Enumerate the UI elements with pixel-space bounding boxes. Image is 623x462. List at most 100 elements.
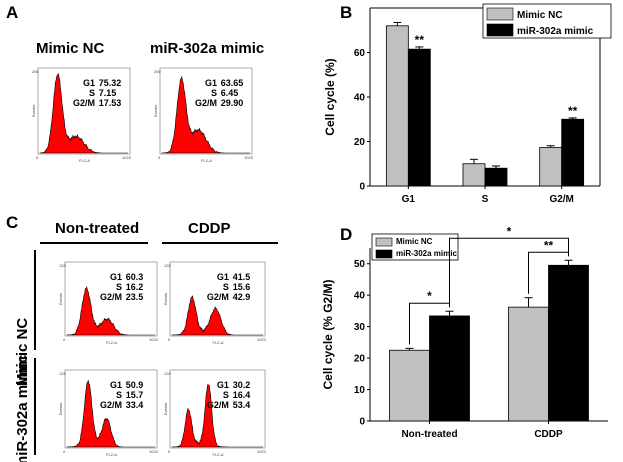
panel-c-title-cddp: CDDP	[188, 220, 231, 237]
stat-value: 41.5	[233, 272, 251, 282]
stat-phase: S	[116, 282, 122, 292]
panel-a-title-mir302a: miR-302a mimic	[150, 40, 264, 57]
histogram-ylabel: Events	[153, 105, 158, 117]
x-tick-label: Non-treated	[401, 429, 457, 440]
legend-swatch	[486, 23, 514, 37]
stat-value: 15.6	[233, 282, 251, 292]
histogram-c-nc-nontreated: 128 0 1023 FL2-A Events G1 60.3 S 16.2 G2/M 23.5	[58, 261, 159, 345]
histogram-xmin: 0	[63, 449, 66, 454]
bar-mir-302a-mimic-g2-m	[561, 118, 585, 187]
bar-mir-302a-mimic-s	[484, 167, 508, 187]
histogram-xmin: 0	[168, 449, 171, 454]
histogram-xlabel: FL2-A	[79, 158, 90, 163]
stat-value: 75.32	[99, 78, 122, 88]
x-tick-label: G1	[402, 194, 416, 205]
stat-phase: G2/M	[207, 292, 229, 302]
stat-phase: G2/M	[73, 98, 95, 108]
histogram-xmin: 0	[63, 337, 66, 342]
stat-value: 16.4	[233, 390, 251, 400]
histogram-xlabel: FL2-A	[201, 158, 212, 163]
y-tick-label: 40	[354, 93, 366, 104]
bar-mir-302a-mimic-g1	[407, 48, 431, 187]
stat-phase: S	[223, 390, 229, 400]
histogram-ymax: 256	[32, 69, 39, 74]
histogram-xlabel: FL2-A	[106, 340, 117, 345]
histogram-c-nc-cddp: 128 0 1023 FL2-A Events G1 41.5 S 15.6 G2/M 42.9	[163, 261, 267, 345]
panel-c-row-title-mir302a: miR-302a mimic	[14, 355, 31, 462]
stat-phase: G2/M	[207, 400, 229, 410]
histogram-xmax: 1023	[149, 449, 159, 454]
panel-label-d: D	[340, 225, 352, 244]
stat-phase: G1	[83, 78, 95, 88]
bar-mimic-nc-non-treated	[389, 349, 430, 422]
histogram-a-mimic-nc: 256 0 1023 FL2-A Events G1 75.32 S 7.15 G2/M 17.53	[31, 67, 132, 163]
stat-phase: G2/M	[195, 98, 217, 108]
histogram-a-mir302a: 256 0 1023 FL2-A Events G1 63.65 S 6.45 G2/M 29.90	[153, 67, 254, 163]
histogram-ymax: 128	[164, 263, 171, 268]
histogram-xlabel: FL2-A	[106, 452, 117, 457]
legend-label: Mimic NC	[396, 237, 433, 246]
x-tick-label: S	[482, 194, 489, 205]
y-tick-label: 50	[354, 259, 366, 270]
stat-value: 16.2	[126, 282, 144, 292]
stat-value: 6.45	[221, 88, 239, 98]
histogram-xmax: 1023	[257, 337, 267, 342]
histogram-curve	[39, 72, 128, 154]
panel-label-b: B	[340, 3, 352, 22]
stat-value: 42.9	[233, 292, 251, 302]
stat-phase: S	[89, 88, 95, 98]
y-axis-label: Cell cycle (%)	[323, 58, 337, 135]
legend-label: miR-302a mimic	[396, 249, 457, 258]
histogram-curve	[161, 75, 250, 154]
y-tick-label: 20	[354, 354, 366, 365]
legend-swatch	[486, 7, 514, 21]
y-tick-label: 0	[359, 417, 365, 428]
stat-value: 60.3	[126, 272, 144, 282]
legend-label: miR-302a mimic	[517, 26, 594, 37]
histogram-xmin: 0	[36, 155, 39, 160]
histogram-ymax: 128	[59, 263, 66, 268]
bar-chart-b: 0 20 40 60 G1 S G2/M Cell cycle (%) Mimic NC miR-…	[323, 3, 612, 205]
significance-marker: **	[568, 104, 578, 118]
histogram-layer: 256 0 1023 FL2-A Events G1 75.32 S 7.15 G2/M 17.53…	[31, 67, 267, 457]
significance-marker: **	[415, 33, 425, 47]
legend-swatch	[375, 237, 393, 247]
y-axis-label: Cell cycle (% G2/M)	[321, 279, 335, 389]
histogram-ymax: 128	[59, 371, 66, 376]
histogram-ymax: 128	[164, 371, 171, 376]
stat-phase: G2/M	[100, 292, 122, 302]
histogram-ylabel: Events	[163, 293, 168, 305]
histogram-xmax: 1023	[149, 337, 159, 342]
stat-value: 53.4	[233, 400, 251, 410]
bar-mir-302a-mimic-non-treated	[429, 315, 470, 422]
histogram-curve	[171, 384, 263, 448]
y-tick-label: 20	[354, 137, 366, 148]
bar-mir-302a-mimic-cddp	[548, 264, 589, 422]
bar-mimic-nc-g2-m	[539, 147, 563, 187]
histogram-xmax: 1023	[244, 155, 254, 160]
y-tick-label: 0	[359, 182, 365, 193]
panel-a-title-mimic-nc: Mimic NC	[36, 40, 105, 57]
histogram-ylabel: Events	[163, 403, 168, 415]
panel-label-c: C	[6, 213, 18, 232]
histogram-curve	[66, 379, 155, 448]
y-tick-label: 10	[354, 385, 366, 396]
histogram-xmax: 1023	[257, 449, 267, 454]
histogram-xmin: 0	[168, 337, 171, 342]
histogram-c-mir-nontreated: 128 0 1023 FL2-A Events G1 50.9 S 15.7 G2/M 33.4	[58, 369, 159, 457]
stat-value: 7.15	[99, 88, 117, 98]
stat-value: 50.9	[126, 380, 144, 390]
histogram-xlabel: FL2-A	[213, 452, 224, 457]
stat-phase: G2/M	[100, 400, 122, 410]
bar-mimic-nc-cddp	[508, 306, 549, 422]
panel-c-row-title-mimic-nc: Mimic NC	[14, 318, 31, 387]
x-tick-label: G2/M	[549, 194, 573, 205]
histogram-ylabel: Events	[31, 105, 36, 117]
bar-chart-d: 0 10 20 30 40 50 Non-treated CDDP Cell cycle (% …	[321, 224, 608, 440]
stat-value: 15.7	[126, 390, 144, 400]
stat-value: 29.90	[221, 98, 244, 108]
stat-phase: G1	[110, 380, 122, 390]
stat-phase: G1	[110, 272, 122, 282]
legend-label: Mimic NC	[517, 10, 563, 21]
histogram-xmin: 0	[158, 155, 161, 160]
